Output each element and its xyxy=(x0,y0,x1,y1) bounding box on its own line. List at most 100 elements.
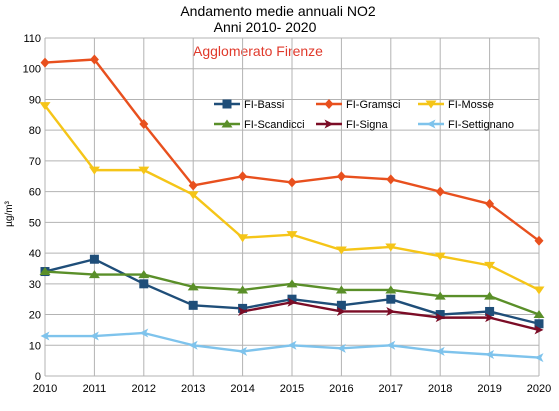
data-point-fi-settignano xyxy=(89,331,99,341)
data-point-fi-bassi xyxy=(139,279,149,289)
data-point-fi-bassi xyxy=(287,294,297,304)
data-point-fi-mosse xyxy=(88,166,100,175)
data-point-fi-scandicci xyxy=(484,291,496,300)
y-tick-label: 100 xyxy=(23,64,41,76)
y-tick-label: 80 xyxy=(29,125,41,137)
y-tick-label: 20 xyxy=(29,310,41,322)
y-tick-label: 40 xyxy=(29,248,41,260)
data-point-fi-settignano xyxy=(188,340,198,350)
legend: FI-Bassi FI-Gramsci FI-Mosse FI-Scandicci FI… xyxy=(214,99,514,131)
x-tick-label: 2013 xyxy=(181,383,205,395)
data-point-fi-gramsci xyxy=(238,171,248,182)
data-point-fi-signa xyxy=(485,313,495,323)
legend-label: FI-Gramsci xyxy=(346,99,400,111)
legend-item-fi-scandicci: FI-Scandicci xyxy=(214,119,305,131)
y-tick-labels: 0 10 20 30 40 50 60 70 80 90 100 110 xyxy=(23,33,41,383)
data-point-fi-mosse xyxy=(138,166,150,175)
data-point-fi-mosse xyxy=(39,102,51,111)
data-point-fi-mosse xyxy=(533,286,545,295)
y-tick-label: 70 xyxy=(29,156,41,168)
y-tick-label: 50 xyxy=(29,217,41,229)
data-point-fi-gramsci xyxy=(89,54,99,65)
data-point-fi-signa xyxy=(435,313,445,323)
y-tick-label: 10 xyxy=(29,340,41,352)
data-point-fi-gramsci xyxy=(435,186,445,197)
x-tick-label: 2020 xyxy=(527,383,551,395)
x-tick-label: 2014 xyxy=(230,383,254,395)
data-point-fi-bassi xyxy=(435,310,445,320)
x-tick-label: 2010 xyxy=(33,383,57,395)
data-point-fi-gramsci xyxy=(534,235,544,246)
data-point-fi-mosse xyxy=(286,231,298,240)
data-point-fi-scandicci xyxy=(187,282,199,291)
data-point-fi-bassi xyxy=(485,306,495,316)
series-fi-gramsci xyxy=(40,54,544,246)
x-tick-label: 2019 xyxy=(477,383,501,395)
data-point-fi-settignano xyxy=(435,346,445,356)
chart-subtitle: Anni 2010- 2020 xyxy=(214,19,317,35)
data-point-fi-mosse xyxy=(434,252,446,261)
legend-item-fi-bassi: FI-Bassi xyxy=(214,99,284,111)
legend-marker xyxy=(221,119,233,128)
x-tick-label: 2018 xyxy=(428,383,452,395)
legend-label: FI-Scandicci xyxy=(244,119,305,131)
series-fi-scandicci xyxy=(39,267,545,319)
data-point-fi-mosse xyxy=(385,243,397,252)
data-point-fi-scandicci xyxy=(138,270,150,279)
data-point-fi-gramsci xyxy=(386,174,396,185)
series-fi-settignano xyxy=(40,328,544,363)
data-point-fi-gramsci xyxy=(188,180,198,191)
data-point-fi-signa xyxy=(336,306,346,316)
y-tick-label: 110 xyxy=(23,33,41,45)
data-point-fi-bassi xyxy=(89,254,99,264)
x-tick-label: 2017 xyxy=(379,383,403,395)
data-point-fi-gramsci xyxy=(139,119,149,130)
legend-marker xyxy=(425,100,437,109)
data-point-fi-signa xyxy=(287,297,297,307)
legend-marker xyxy=(222,99,232,109)
legend-marker xyxy=(324,119,334,129)
data-point-fi-signa xyxy=(534,325,544,335)
data-point-fi-mosse xyxy=(484,261,496,270)
x-tick-label: 2012 xyxy=(132,383,156,395)
data-point-fi-scandicci xyxy=(335,285,347,294)
legend-item-fi-mosse: FI-Mosse xyxy=(418,99,494,111)
data-point-fi-settignano xyxy=(139,328,149,338)
y-tick-label: 30 xyxy=(29,279,41,291)
data-point-fi-scandicci xyxy=(237,285,249,294)
data-point-fi-settignano xyxy=(287,340,297,350)
data-point-fi-bassi xyxy=(336,300,346,310)
data-point-fi-settignano xyxy=(534,353,544,363)
data-point-fi-signa xyxy=(238,306,248,316)
legend-item-fi-signa: FI-Signa xyxy=(316,119,388,131)
legend-marker xyxy=(426,119,436,129)
legend-label: FI-Bassi xyxy=(244,99,284,111)
data-point-fi-settignano xyxy=(386,340,396,350)
legend-label: FI-Settignano xyxy=(448,119,514,131)
series-fi-signa xyxy=(238,297,544,335)
data-point-fi-settignano xyxy=(485,349,495,359)
data-point-fi-scandicci xyxy=(533,310,545,319)
legend-item-fi-gramsci: FI-Gramsci xyxy=(316,99,400,111)
legend-item-fi-settignano: FI-Settignano xyxy=(418,119,514,131)
data-point-fi-scandicci xyxy=(88,270,100,279)
data-point-fi-settignano xyxy=(238,346,248,356)
series-group xyxy=(39,54,545,363)
data-point-fi-settignano xyxy=(336,343,346,353)
y-tick-label: 60 xyxy=(29,187,41,199)
x-tick-label: 2015 xyxy=(280,383,304,395)
data-point-fi-scandicci xyxy=(286,279,298,288)
chart-title: Andamento medie annuali NO2 xyxy=(180,3,376,19)
x-tick-labels: 2010 2011 2012 2013 2014 2015 2016 2017 2018 2019… xyxy=(33,383,551,395)
data-point-fi-bassi xyxy=(534,319,544,329)
data-point-fi-scandicci xyxy=(385,285,397,294)
data-point-fi-scandicci xyxy=(39,267,51,276)
legend-marker xyxy=(324,99,334,109)
data-point-fi-settignano xyxy=(40,331,50,341)
y-tick-label: 0 xyxy=(35,371,41,383)
y-axis-label: µg/m³ xyxy=(4,200,15,226)
data-point-fi-gramsci xyxy=(40,57,50,68)
data-point-fi-gramsci xyxy=(336,171,346,182)
